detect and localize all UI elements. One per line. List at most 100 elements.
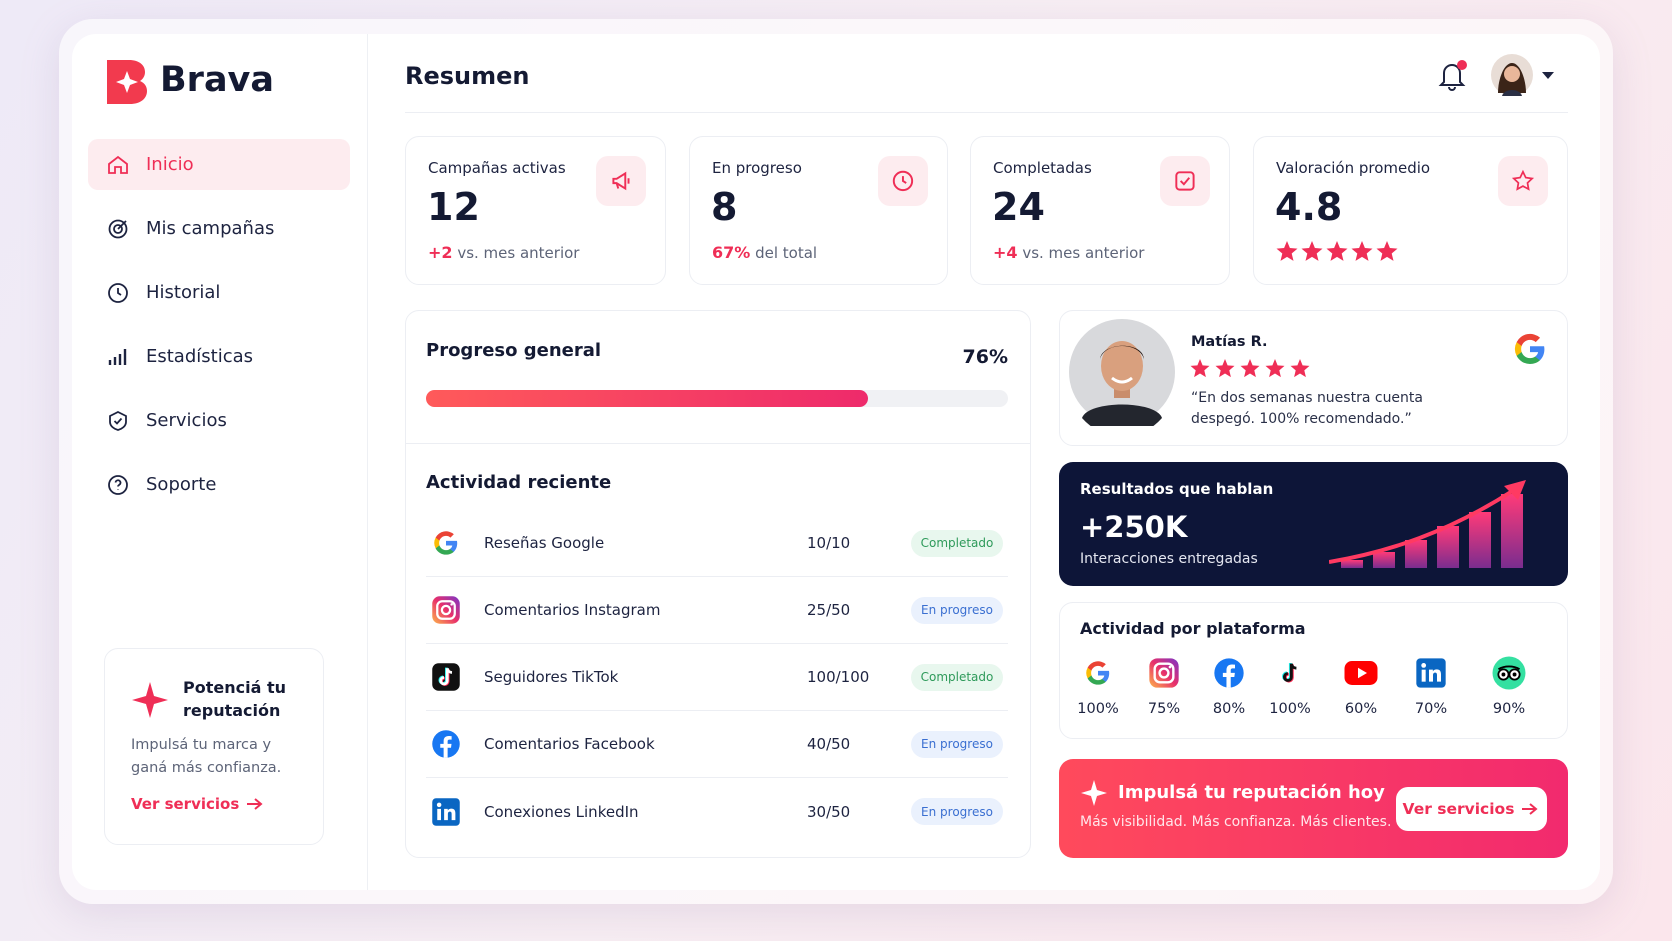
growth-graphic: [1329, 480, 1526, 568]
activity-name: Seguidores TikTok: [484, 668, 619, 686]
promo-link-text[interactable]: Ver servicios: [131, 795, 240, 813]
stat-icon-glyph: [612, 171, 630, 191]
logo-icon: [107, 60, 147, 104]
platform-icon: [1078, 654, 1118, 692]
nav-icon: [108, 155, 128, 174]
cta-button[interactable]: Ver servicios: [1396, 787, 1547, 831]
activity-count: 25/50: [807, 601, 851, 619]
platform-icon: [1209, 654, 1249, 692]
nav-item[interactable]: Inicio: [88, 139, 350, 190]
promo-card: [104, 648, 324, 845]
results-card: [1059, 462, 1568, 586]
avatar[interactable]: [1490, 53, 1560, 97]
promo-link[interactable]: Ver servicios: [131, 795, 265, 813]
nav-label[interactable]: Servicios: [146, 410, 227, 431]
promo-title: Potenciá tu reputación: [183, 678, 286, 720]
nav-label[interactable]: Soporte: [146, 474, 217, 495]
results-subtitle: Interacciones entregadas: [1080, 551, 1258, 567]
reviewer-photo: [1069, 319, 1175, 426]
platform-title: Actividad por plataforma: [1080, 619, 1306, 638]
brand: Brava: [160, 60, 274, 100]
stat-icon: [1160, 156, 1210, 206]
page-title: Resumen: [405, 62, 530, 90]
platform-icon: [1341, 654, 1381, 692]
platform-percent: 80%: [1212, 701, 1246, 717]
stat-label: En progreso: [712, 159, 802, 177]
bell-icon[interactable]: [1436, 58, 1468, 92]
nav-icon: [108, 348, 127, 365]
activity-row: Seguidores TikTok 100/100 Completado: [426, 644, 1008, 711]
stat-value: 12: [427, 185, 480, 229]
google-icon: [1514, 333, 1545, 365]
nav-label[interactable]: Estadísticas: [146, 346, 254, 367]
activity-count: 40/50: [807, 735, 851, 753]
stat-delta: +4: [993, 243, 1018, 262]
platform-icon: [431, 595, 461, 625]
progress-label: 76%: [962, 346, 1008, 368]
stat-card: En progreso 8 67% del total: [689, 136, 948, 285]
platform-percent: 90%: [1492, 701, 1526, 717]
rating-stars: [1190, 359, 1310, 378]
platform-percent: 100%: [1077, 701, 1119, 717]
cta-text: Más visibilidad. Más confianza. Más clie…: [1080, 814, 1392, 830]
activity-count: 100/100: [807, 668, 870, 686]
stat-card: Campañas activas 12 +2 vs. mes anterior: [405, 136, 666, 285]
results-value: +250K: [1080, 510, 1188, 544]
cta-button-text[interactable]: Ver servicios: [1402, 800, 1515, 818]
arrow-icon: [1522, 803, 1538, 815]
progress-title: Progreso general: [426, 340, 602, 361]
stat-card: Completadas 24 +4 vs. mes anterior: [970, 136, 1230, 285]
status-badge: En progreso: [911, 798, 1003, 825]
platform-percent: 75%: [1147, 701, 1181, 717]
platform-icon: [1270, 654, 1310, 692]
nav-icon: [108, 474, 128, 495]
rating-stars: [1276, 241, 1398, 261]
sparkle-icon: [1081, 780, 1107, 806]
progress-bar: [426, 390, 869, 407]
platform-percent: 60%: [1344, 701, 1378, 717]
activity-title: Actividad reciente: [426, 472, 612, 493]
stat-icon-glyph: [892, 170, 914, 192]
activity-name: Comentarios Facebook: [484, 735, 655, 753]
nav-item[interactable]: Estadísticas: [88, 331, 350, 382]
stat-label: Campañas activas: [428, 159, 566, 177]
stat-icon-glyph: [1175, 171, 1195, 191]
nav-item[interactable]: Historial: [88, 267, 350, 318]
stat-delta: +2: [428, 243, 453, 262]
nav-item[interactable]: Mis campañas: [88, 203, 350, 254]
stat-delta: 67%: [712, 243, 751, 262]
status-badge: En progreso: [911, 730, 1003, 758]
activity-name: Conexiones LinkedIn: [484, 802, 639, 821]
nav-label[interactable]: Mis campañas: [146, 218, 275, 239]
cta-title: Impulsá tu reputación hoy: [1118, 782, 1385, 803]
activity-name: Reseñas Google: [484, 534, 605, 552]
activity-row: Comentarios Facebook 40/50 En progreso: [426, 711, 1008, 778]
arrow-icon: [247, 798, 263, 810]
platform-icon: [431, 729, 461, 759]
results-title: Resultados que hablan: [1080, 480, 1274, 498]
nav-item[interactable]: Soporte: [88, 459, 350, 510]
nav-label[interactable]: Inicio: [146, 154, 194, 175]
divider: [405, 443, 1031, 444]
platform-card: [1059, 602, 1568, 739]
stat-card: Valoración promedio 4.8: [1253, 136, 1568, 285]
status-badge: Completado: [911, 663, 1003, 691]
nav-icon: [108, 282, 128, 303]
nav-label[interactable]: Historial: [146, 282, 221, 303]
platform-percent: 100%: [1269, 701, 1311, 717]
stat-note: 67% del total: [712, 243, 817, 262]
stat-icon: [878, 156, 928, 206]
activity-count: 10/10: [807, 534, 851, 552]
divider: [405, 112, 1568, 113]
activity-name: Comentarios Instagram: [484, 601, 661, 619]
activity-row: Reseñas Google 10/10 Completado: [426, 510, 1008, 577]
stat-value: 24: [992, 185, 1045, 229]
nav-icon: [109, 410, 127, 431]
stat-note: +4 vs. mes anterior: [993, 243, 1144, 262]
activity-count: 30/50: [807, 802, 851, 821]
nav-item[interactable]: Servicios: [88, 395, 350, 446]
sparkle-icon: [132, 682, 168, 718]
reviewer-name: Matías R.: [1191, 334, 1268, 350]
